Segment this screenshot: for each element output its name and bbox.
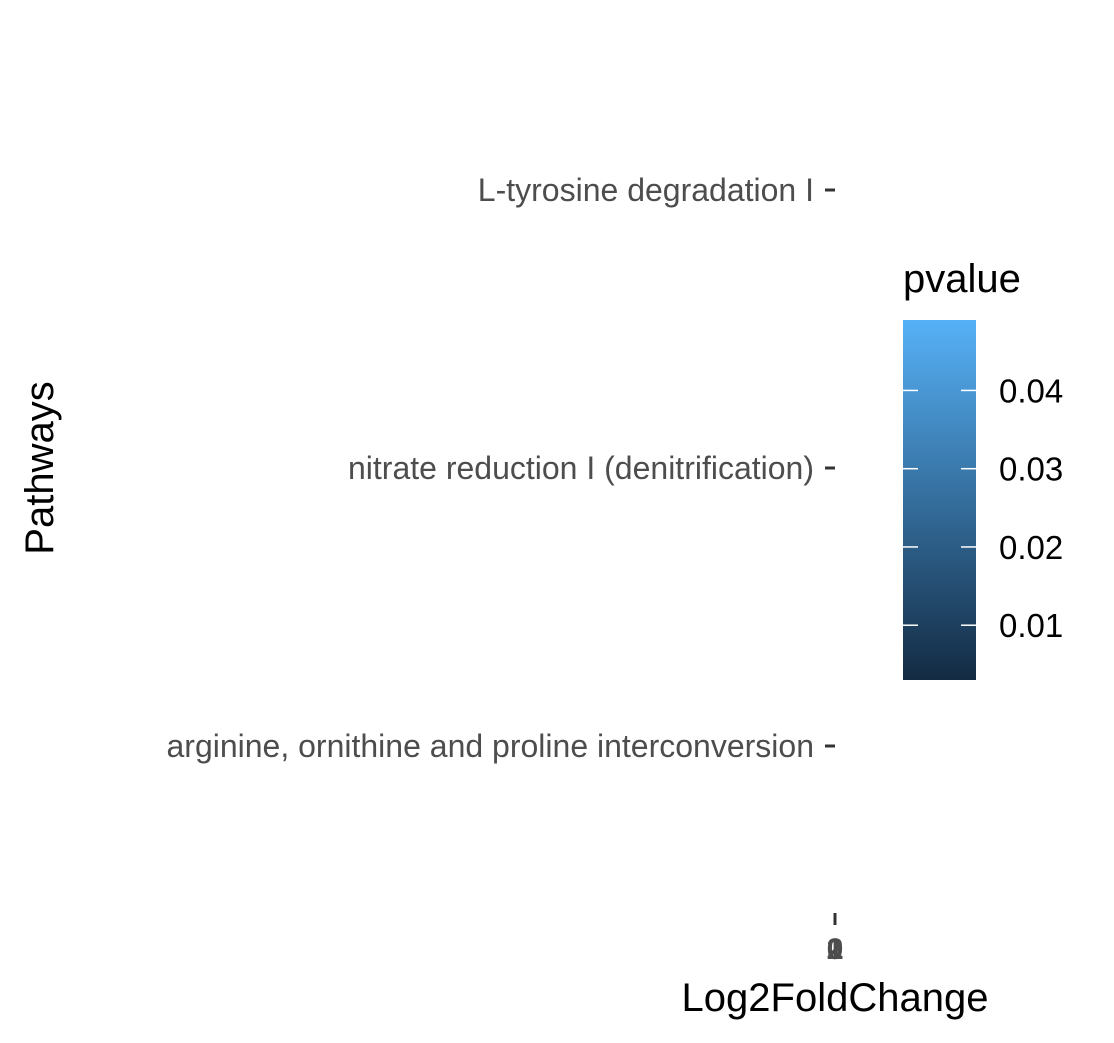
colorbar-label: 0.03: [999, 451, 1063, 488]
colorbar-label: 0.02: [999, 529, 1063, 566]
y-tick-label: L-tyrosine degradation I: [478, 172, 814, 208]
legend: pvalue 0.01 0.02 0.03 0.04: [903, 257, 1063, 680]
colorbar-ticks: 0.01 0.02 0.03 0.04: [903, 372, 1063, 644]
x-tick-label: 2: [827, 933, 844, 966]
colorbar-label: 0.01: [999, 607, 1063, 644]
x-tick-label: 1: [827, 933, 844, 966]
y-axis: arginine, ornithine and proline intercon…: [166, 172, 835, 764]
x-axis: 012: [827, 913, 844, 966]
legend-title: pvalue: [903, 257, 1021, 301]
colorbar: [903, 320, 976, 680]
x-axis-title: Log2FoldChange: [682, 976, 989, 1020]
y-tick-label: nitrate reduction I (denitrification): [348, 450, 814, 486]
y-axis-title: Pathways: [18, 381, 62, 554]
y-tick-label: arginine, ornithine and proline intercon…: [166, 728, 814, 764]
colorbar-label: 0.04: [999, 372, 1063, 409]
x-tick-label: 0: [827, 933, 844, 966]
